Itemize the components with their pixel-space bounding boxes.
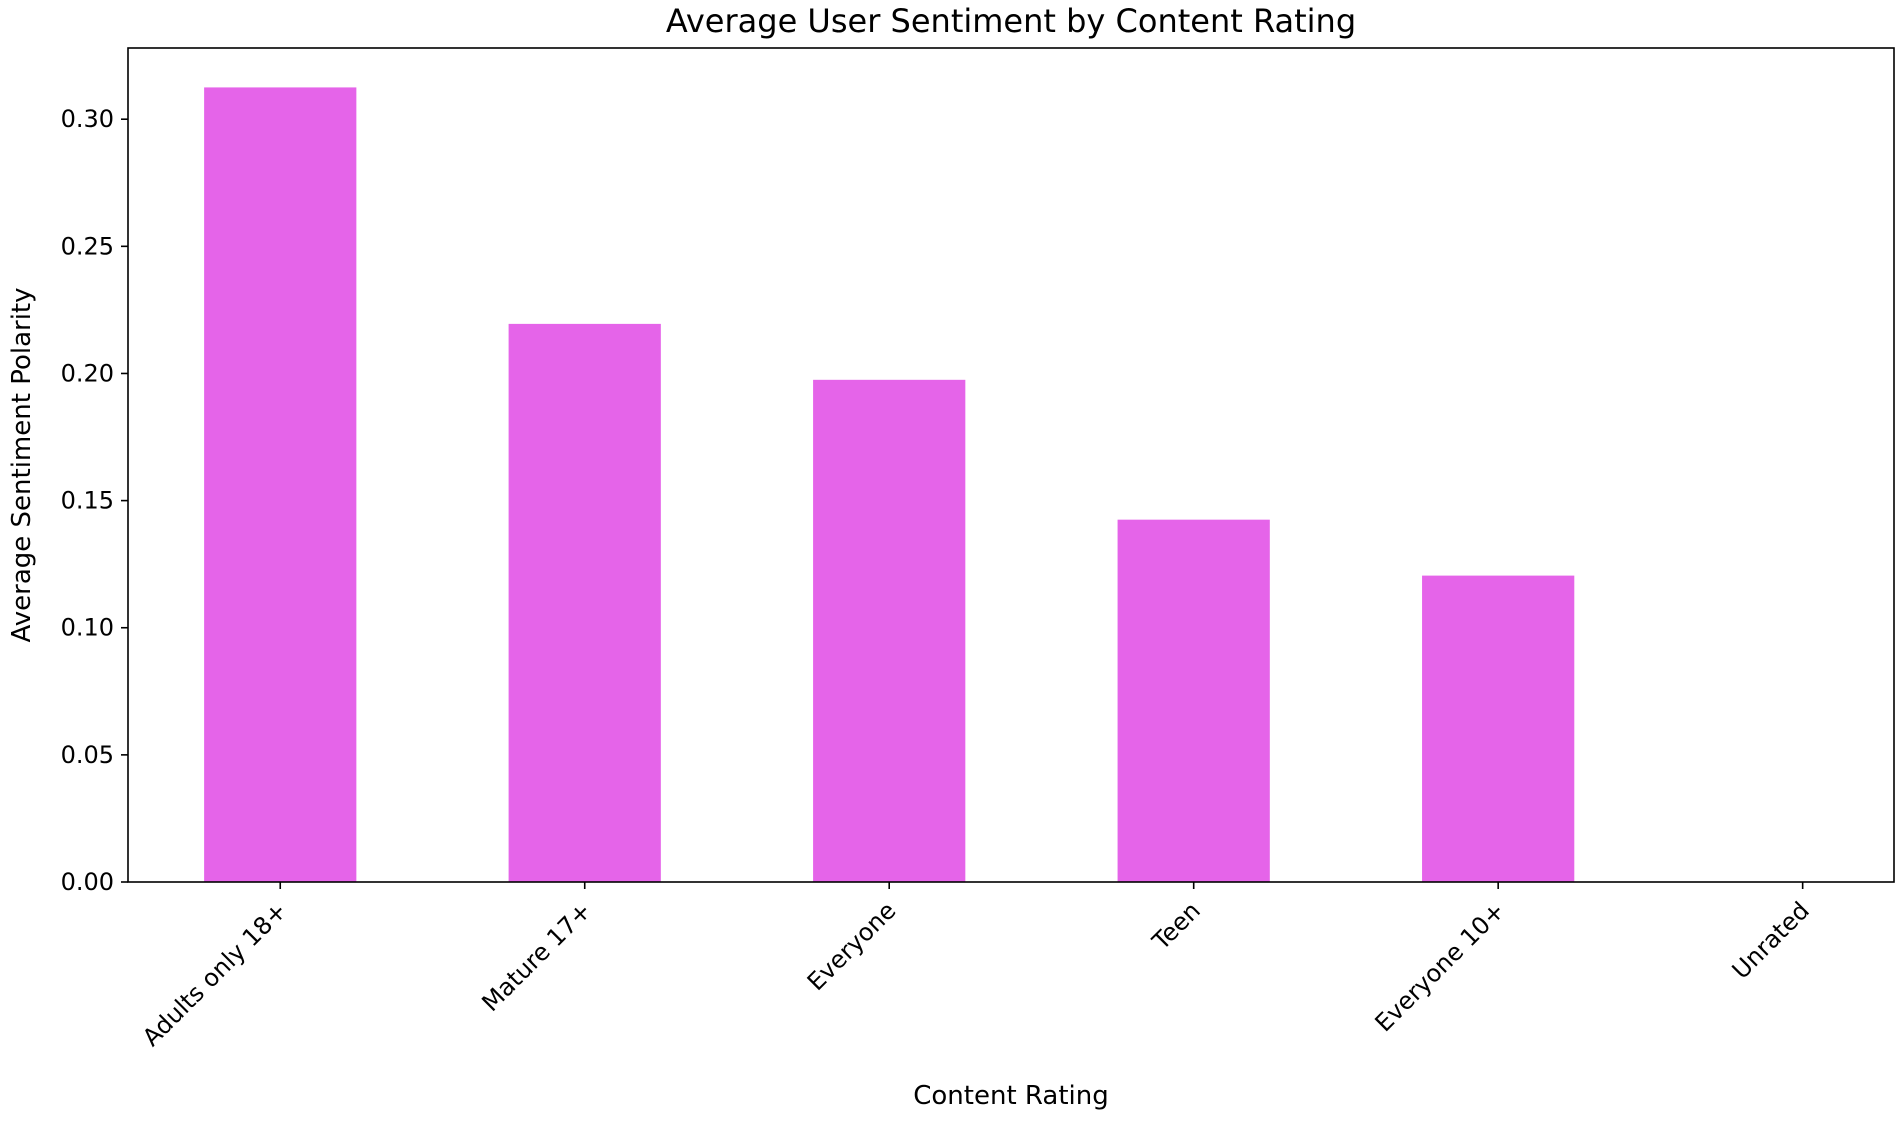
bar bbox=[1117, 519, 1270, 882]
bar bbox=[813, 379, 966, 882]
y-axis-ticks: 0.00 0.05 0.10 0.15 0.20 0.25 0.30 bbox=[61, 105, 128, 896]
y-tick-label: 0.30 bbox=[61, 105, 114, 133]
x-tick-label: Everyone bbox=[802, 896, 902, 996]
bar bbox=[1422, 575, 1575, 882]
x-tick-label: Unrated bbox=[1727, 896, 1815, 984]
chart-title: Average User Sentiment by Content Rating bbox=[666, 2, 1356, 40]
y-tick-label: 0.25 bbox=[61, 232, 114, 260]
y-tick-label: 0.00 bbox=[61, 868, 114, 896]
bar bbox=[508, 323, 661, 882]
plot-frame bbox=[127, 47, 1895, 883]
y-axis-label: Average Sentiment Polarity bbox=[7, 288, 37, 643]
x-tick-label: Adults only 18+ bbox=[137, 896, 292, 1051]
y-tick-label: 0.20 bbox=[61, 359, 114, 387]
x-axis-label: Content Rating bbox=[913, 1081, 1109, 1111]
x-tick-label: Mature 17+ bbox=[476, 896, 597, 1017]
plot-area bbox=[204, 87, 1575, 883]
bar bbox=[204, 87, 357, 883]
y-tick-label: 0.10 bbox=[61, 614, 114, 642]
x-axis-ticks: Adults only 18+ Mature 17+ Everyone Teen Eve… bbox=[137, 882, 1815, 1052]
x-tick-label: Teen bbox=[1146, 896, 1206, 956]
y-tick-label: 0.15 bbox=[61, 487, 114, 515]
x-tick-label: Everyone 10+ bbox=[1370, 896, 1511, 1037]
y-tick-label: 0.05 bbox=[61, 741, 114, 769]
